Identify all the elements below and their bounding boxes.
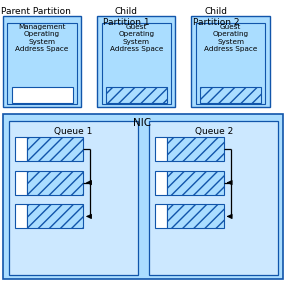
Bar xyxy=(191,16,270,107)
Bar xyxy=(14,204,27,228)
Bar xyxy=(12,87,72,103)
Text: Queue 1: Queue 1 xyxy=(54,127,93,136)
Text: Child
Partition 1: Child Partition 1 xyxy=(103,7,149,27)
Bar xyxy=(27,171,83,195)
Bar xyxy=(27,137,83,161)
Bar xyxy=(167,204,224,228)
Text: Child
Partition 2: Child Partition 2 xyxy=(193,7,239,27)
Text: Queue 2: Queue 2 xyxy=(195,127,233,136)
Text: NIC: NIC xyxy=(133,118,151,127)
Text: Management
Operating
System
Address Space: Management Operating System Address Spac… xyxy=(15,24,69,52)
Bar xyxy=(3,16,81,107)
Text: Guest
Operating
System
Address Space: Guest Operating System Address Space xyxy=(110,24,163,52)
Text: Guest
Operating
System
Address Space: Guest Operating System Address Space xyxy=(204,24,257,52)
Bar xyxy=(14,137,27,161)
Bar xyxy=(155,137,167,161)
Bar xyxy=(167,171,224,195)
Bar xyxy=(167,137,224,161)
Bar xyxy=(102,23,171,104)
Text: Parent Partition: Parent Partition xyxy=(1,7,71,16)
Bar xyxy=(14,171,27,195)
Bar xyxy=(106,87,167,103)
Bar xyxy=(7,23,77,104)
Bar xyxy=(149,121,278,275)
Bar xyxy=(27,204,83,228)
Bar xyxy=(9,121,138,275)
Bar xyxy=(97,16,175,107)
Bar xyxy=(155,171,167,195)
Bar xyxy=(3,114,283,279)
Bar xyxy=(155,204,167,228)
Bar xyxy=(196,23,265,104)
Bar xyxy=(200,87,261,103)
